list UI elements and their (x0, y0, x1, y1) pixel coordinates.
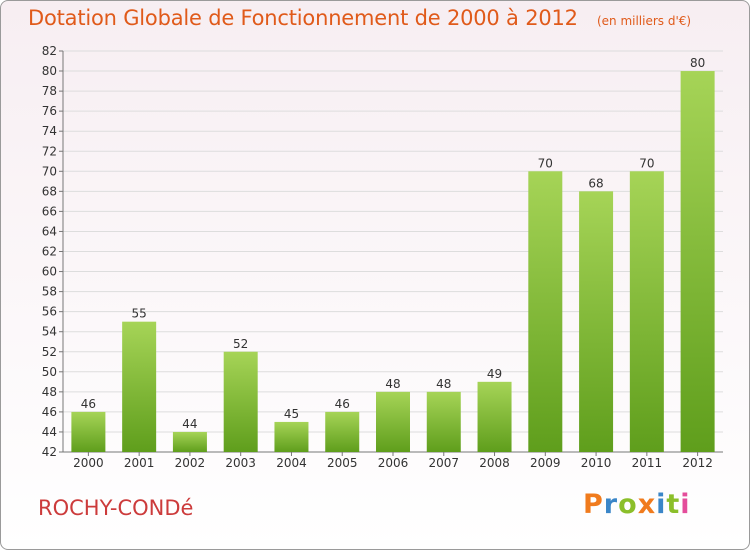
bar (680, 71, 715, 453)
bar-value-label: 52 (233, 337, 248, 351)
y-tick-label: 76 (42, 104, 57, 118)
bar (579, 191, 614, 452)
bar-value-label: 70 (538, 156, 553, 170)
bar-value-label: 44 (182, 417, 197, 431)
y-tick-label: 68 (42, 184, 57, 198)
bar-value-label: 70 (639, 156, 654, 170)
x-tick-label: 2002 (175, 456, 206, 470)
x-tick-label: 2009 (530, 456, 561, 470)
x-tick-label: 2011 (632, 456, 663, 470)
y-tick-label: 52 (42, 345, 57, 359)
y-tick-label: 74 (42, 124, 57, 138)
logo-letter: i (680, 489, 691, 520)
y-tick-label: 58 (42, 285, 57, 299)
proxiti-logo[interactable]: Proxiti (583, 489, 691, 520)
y-tick-label: 56 (42, 305, 57, 319)
x-tick-label: 2008 (479, 456, 510, 470)
logo-letter: r (603, 489, 619, 520)
x-tick-label: 2001 (124, 456, 155, 470)
y-tick-label: 72 (42, 144, 57, 158)
y-tick-label: 42 (42, 445, 57, 459)
bar-value-label: 46 (335, 397, 350, 411)
bar-value-label: 55 (132, 307, 147, 321)
x-tick-label: 2003 (225, 456, 256, 470)
bar-value-label: 49 (487, 367, 502, 381)
y-tick-label: 82 (42, 44, 57, 58)
x-tick-label: 2012 (682, 456, 713, 470)
bar-value-label: 48 (436, 377, 451, 391)
bar-value-label: 80 (690, 56, 705, 70)
x-tick-label: 2004 (276, 456, 307, 470)
y-tick-label: 66 (42, 204, 57, 218)
bar (122, 321, 157, 452)
y-tick-label: 50 (42, 365, 57, 379)
bar (274, 421, 309, 452)
logo-letter: o (618, 489, 638, 520)
commune-name: ROCHY-CONDé (38, 496, 194, 520)
bar (71, 411, 106, 452)
x-tick-label: 2010 (581, 456, 612, 470)
y-tick-label: 70 (42, 164, 57, 178)
x-tick-label: 2000 (73, 456, 104, 470)
bar-value-label: 45 (284, 407, 299, 421)
bar (376, 391, 410, 452)
chart-title: Dotation Globale de Fonctionnement de 20… (28, 6, 578, 30)
logo-letter: i (656, 489, 667, 520)
logo-letter: P (583, 489, 604, 520)
y-tick-label: 60 (42, 265, 57, 279)
chart-unit: (en milliers d'€) (596, 14, 692, 28)
y-tick-label: 48 (42, 385, 57, 399)
logo-letter: t (666, 489, 681, 520)
x-tick-label: 2007 (428, 456, 459, 470)
bar-value-label: 46 (81, 397, 96, 411)
bar (426, 391, 461, 452)
x-tick-label: 2005 (327, 456, 358, 470)
title-row: Dotation Globale de Fonctionnement de 20… (28, 6, 691, 30)
y-tick-label: 78 (42, 84, 57, 98)
bar-value-label: 68 (588, 176, 603, 190)
bar-value-label: 48 (385, 377, 400, 391)
y-tick-label: 44 (42, 425, 57, 439)
y-tick-label: 46 (42, 405, 57, 419)
bar (528, 171, 563, 453)
logo-letter: x (637, 489, 657, 520)
y-tick-label: 54 (42, 325, 57, 339)
y-tick-label: 64 (42, 224, 57, 238)
bar (172, 431, 207, 452)
bar (325, 411, 360, 452)
bar (477, 381, 512, 452)
y-tick-label: 62 (42, 245, 57, 259)
x-tick-label: 2006 (378, 456, 409, 470)
bar (223, 351, 258, 452)
bar (629, 171, 664, 453)
y-tick-label: 80 (42, 64, 57, 78)
